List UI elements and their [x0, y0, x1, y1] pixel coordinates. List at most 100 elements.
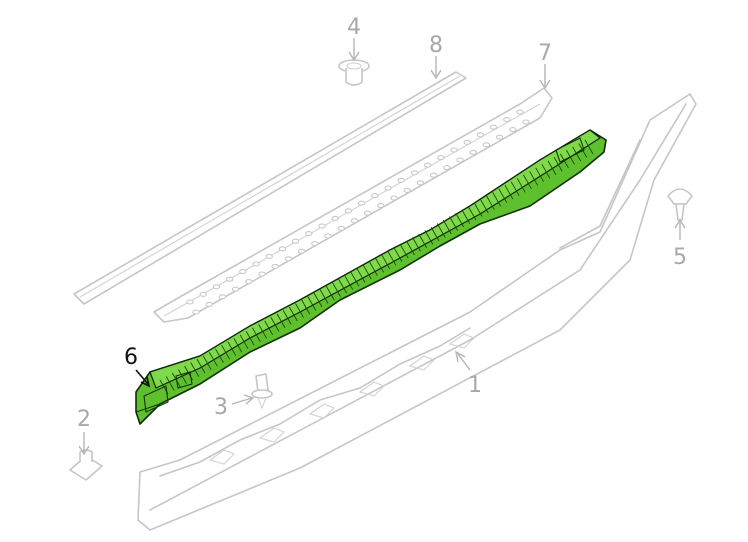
- bracket-rib: [319, 289, 329, 304]
- bracket-rib: [486, 195, 495, 210]
- step-plate-hole: [429, 172, 438, 178]
- step-plate-hole: [252, 261, 260, 267]
- bracket-rib: [288, 306, 298, 322]
- step-plate-hole: [489, 124, 498, 130]
- step-plate-hole: [522, 119, 530, 125]
- callout-1: 1: [468, 373, 482, 398]
- callout-5: 5: [673, 245, 687, 270]
- bracket-rib: [449, 216, 458, 231]
- step-plate-hole: [218, 294, 227, 300]
- bracket-rib: [356, 268, 366, 283]
- callout-8: 8: [429, 33, 443, 58]
- part-4-grommet[interactable]: [338, 59, 370, 86]
- step-plate-hole: [278, 246, 287, 252]
- bracket-rib: [442, 219, 452, 235]
- bracket-rib: [313, 292, 323, 308]
- callout-labels: 1 2 3 4 5 6 7 8: [77, 15, 687, 432]
- step-plate-hole: [463, 139, 471, 145]
- bracket-rib: [498, 188, 508, 203]
- bracket-rib: [492, 191, 501, 207]
- step-plate-hole: [469, 149, 477, 155]
- bracket-rib: [473, 202, 483, 217]
- callout-2: 2: [77, 407, 91, 432]
- bracket-rib: [424, 230, 434, 245]
- bracket-rib: [479, 198, 489, 214]
- step-plate-hole: [443, 165, 451, 171]
- bracket-rib: [467, 205, 477, 221]
- bracket-rib: [412, 237, 421, 252]
- part-2-clip-nut[interactable]: [69, 449, 103, 481]
- part-7-step-plate[interactable]: [153, 87, 553, 323]
- bracket-rib: [245, 331, 255, 346]
- step-plate-hole: [384, 185, 392, 191]
- bracket-rib: [455, 212, 465, 228]
- bracket-rib: [541, 164, 551, 179]
- bracket-rib: [301, 299, 311, 315]
- bracket-rib: [233, 338, 243, 353]
- bracket-rib: [560, 153, 569, 169]
- bracket-rib: [282, 310, 292, 325]
- step-plate-hole: [245, 279, 253, 285]
- step-plate-hole: [516, 109, 524, 115]
- bracket-rib: [270, 317, 280, 332]
- step-plate-hole: [199, 291, 207, 297]
- bracket-rib: [344, 275, 354, 290]
- step-plate-hole: [225, 276, 234, 282]
- bracket-rib: [375, 258, 384, 273]
- bracket-rib: [362, 264, 372, 280]
- step-plate-hole: [456, 157, 464, 163]
- bracket-rib: [258, 324, 267, 339]
- step-plate-hole: [363, 210, 372, 216]
- step-plate-hole: [337, 225, 345, 231]
- bracket-rib: [387, 251, 397, 266]
- callout-6: 6: [124, 345, 138, 370]
- step-plate-hole: [318, 223, 326, 229]
- bracket-rib: [369, 261, 378, 276]
- bracket-rib: [196, 358, 206, 374]
- bracket-rib: [529, 171, 538, 186]
- bracket-rib: [523, 174, 532, 190]
- bracket-rib: [264, 320, 274, 336]
- bracket-rib: [436, 223, 446, 238]
- step-plate-hole: [357, 200, 366, 206]
- part-8-trim-strip[interactable]: [73, 71, 467, 305]
- bracket-rib: [208, 351, 218, 367]
- bracket-rib: [215, 348, 224, 363]
- step-plate-hole: [371, 193, 379, 199]
- part-1-sill-cover[interactable]: [137, 93, 697, 531]
- bracket-rib: [510, 181, 520, 196]
- step-plate-hole: [284, 256, 293, 262]
- step-plate-hole: [305, 231, 313, 237]
- bracket-rib: [566, 150, 575, 165]
- step-plate-hole: [192, 309, 200, 315]
- callout-7: 7: [538, 41, 552, 66]
- part-6-bracket-highlighted[interactable]: [135, 129, 607, 425]
- bracket-rib: [350, 271, 360, 287]
- step-plate-hole: [377, 203, 385, 209]
- step-plate-hole: [495, 134, 504, 140]
- step-plate-hole: [186, 299, 194, 305]
- step-plate-hole: [509, 127, 517, 133]
- step-plate-hole: [265, 253, 273, 259]
- bracket-rib: [399, 244, 409, 259]
- step-plate-hole: [331, 215, 339, 221]
- step-plate-hole: [410, 170, 419, 176]
- step-plate-hole: [324, 233, 332, 239]
- bracket-rib: [239, 334, 249, 350]
- bracket-rib: [461, 209, 471, 224]
- bracket-rib: [535, 167, 545, 183]
- bracket-rib: [504, 184, 514, 200]
- bracket-rib: [202, 355, 212, 370]
- bracket-rib: [418, 233, 428, 249]
- bracket-rib: [178, 369, 187, 384]
- part-3-pin-clip[interactable]: [251, 373, 273, 410]
- part-5-push-clip[interactable]: [667, 188, 693, 221]
- bracket-rib: [252, 327, 261, 343]
- bracket-rib: [338, 278, 347, 294]
- step-plate-hole: [390, 195, 398, 201]
- bracket-rib: [165, 376, 175, 391]
- bracket-rib: [393, 247, 403, 263]
- step-plate-hole: [416, 180, 425, 186]
